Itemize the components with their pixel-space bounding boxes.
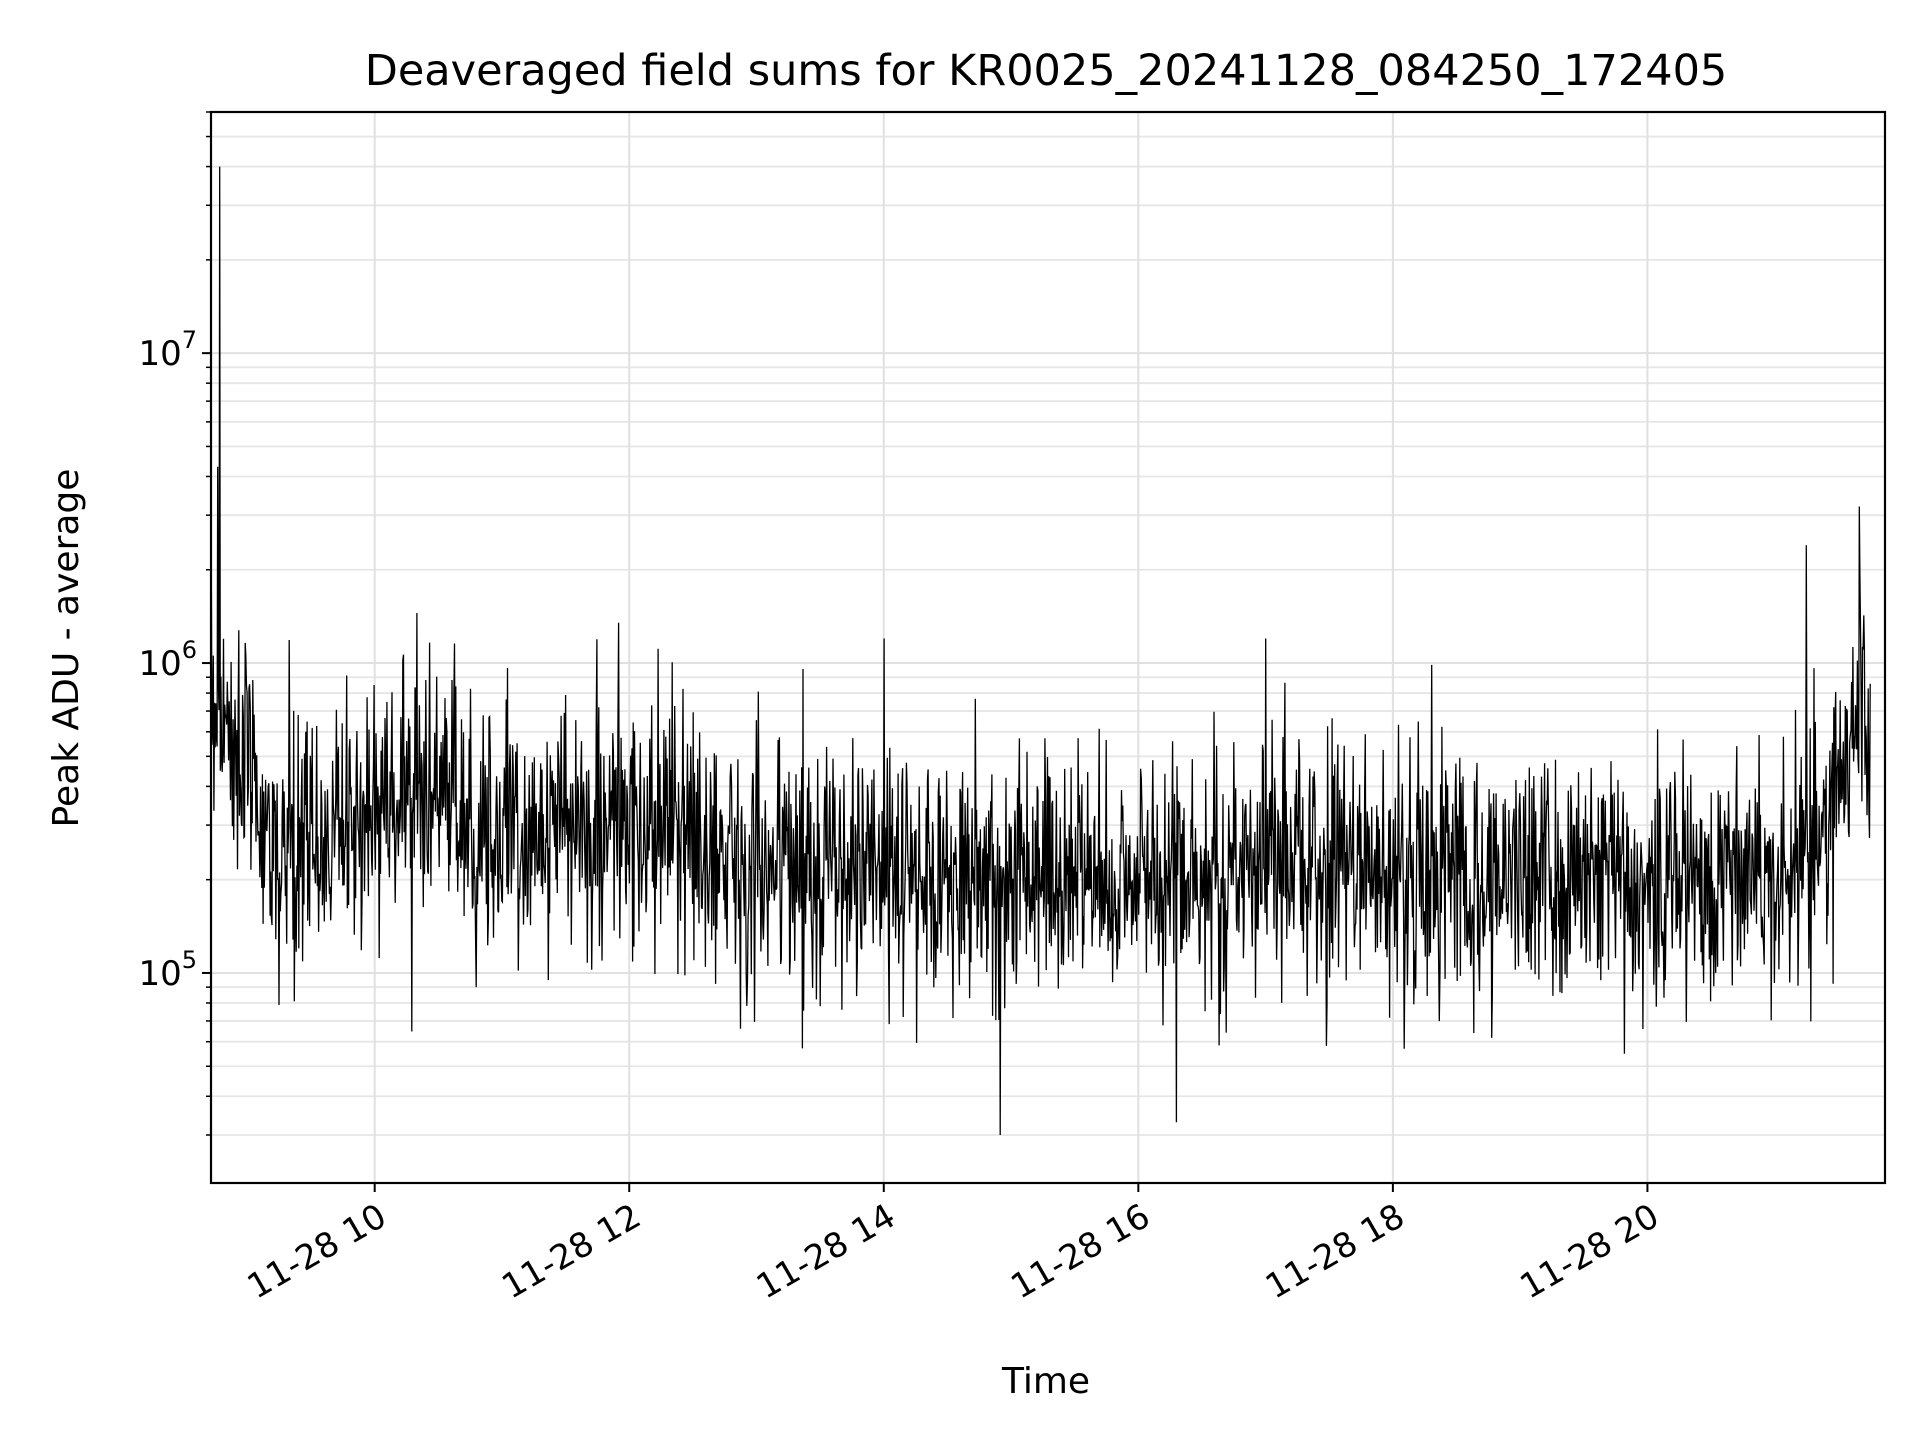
y-axis: 105 106 107 xyxy=(138,111,211,1136)
y-tick-label: 106 xyxy=(138,636,197,684)
chart-title: Deaveraged field sums for KR0025_2024112… xyxy=(365,46,1728,96)
series-line xyxy=(210,166,1871,1136)
x-axis-label: Time xyxy=(1001,1361,1090,1402)
y-axis-label: Peak ADU - average xyxy=(46,469,87,828)
y-tick-label: 107 xyxy=(138,326,197,374)
plot-frame xyxy=(209,110,1887,1185)
y-tick-label: 105 xyxy=(138,946,197,994)
